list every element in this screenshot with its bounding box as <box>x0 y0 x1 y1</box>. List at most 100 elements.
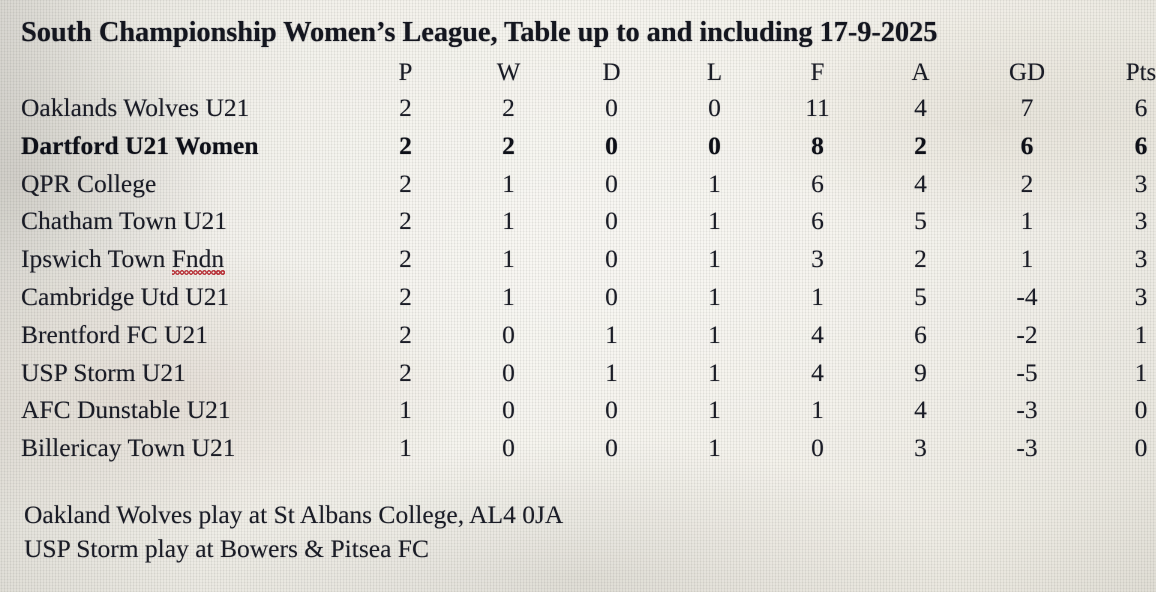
cell-played: 1 <box>399 433 412 463</box>
cell-goal-difference: -2 <box>1016 319 1038 349</box>
table-row: Oaklands Wolves U21 2 2 0 0 11 4 7 6 <box>21 89 1156 127</box>
cell-goals-against: 2 <box>914 244 927 274</box>
cell-lost: 1 <box>708 281 721 311</box>
table-row: USP Storm U21 2 0 1 1 4 9 -5 1 <box>21 354 1156 392</box>
cell-goal-difference: 2 <box>1020 168 1034 198</box>
cell-goals-against: 9 <box>914 357 927 387</box>
table-row: Billericay Town U21 1 0 0 1 0 3 -3 0 <box>21 429 1156 467</box>
cell-goals-against: 4 <box>914 168 927 198</box>
column-header-won: W <box>496 59 521 86</box>
cell-goals-for: 6 <box>811 168 824 198</box>
cell-lost: 1 <box>708 206 721 236</box>
cell-points: 0 <box>1134 395 1148 425</box>
page-title: South Championship Women’s League, Table… <box>21 17 938 48</box>
cell-goals-for: 4 <box>811 357 824 387</box>
cell-points: 3 <box>1134 244 1148 274</box>
cell-goals-for: 6 <box>811 206 824 236</box>
cell-points: 6 <box>1134 93 1148 122</box>
cell-goal-difference: -5 <box>1016 357 1038 387</box>
table-header-row: P W D L F A GD Pts <box>21 56 1156 89</box>
cell-team-name: Ipswich Town Fndn <box>21 240 354 278</box>
cell-team-name: AFC Dunstable U21 <box>21 395 231 425</box>
footnote-line: Oakland Wolves play at St Albans College… <box>24 500 564 529</box>
cell-team-name: Chatham Town U21 <box>21 206 227 236</box>
table-row: AFC Dunstable U21 1 0 0 1 1 4 -3 0 <box>21 391 1156 429</box>
cell-lost: 1 <box>708 319 721 349</box>
column-header-lost: L <box>706 59 723 86</box>
cell-played: 2 <box>399 130 412 160</box>
column-header-played: P <box>398 59 413 86</box>
column-header-against: A <box>911 59 930 86</box>
cell-team-name: Dartford U21 Women <box>21 130 259 160</box>
cell-played: 2 <box>399 281 412 311</box>
cell-points: 0 <box>1134 433 1148 463</box>
table-header: P W D L F A GD Pts <box>21 56 1156 89</box>
cell-goals-against: 4 <box>914 93 927 122</box>
cell-goals-against: 4 <box>914 395 927 425</box>
cell-played: 2 <box>399 93 412 122</box>
cell-goals-for: 11 <box>805 93 830 122</box>
cell-goals-for: 8 <box>811 130 824 160</box>
cell-goals-against: 2 <box>914 130 927 160</box>
cell-points: 1 <box>1134 319 1148 349</box>
cell-points: 6 <box>1134 130 1148 160</box>
cell-played: 2 <box>399 168 412 198</box>
cell-goals-for: 1 <box>811 395 824 425</box>
cell-played: 1 <box>399 395 412 425</box>
cell-lost: 1 <box>708 168 721 198</box>
table-row: QPR College 2 1 0 1 6 4 2 3 <box>21 165 1156 203</box>
cell-goals-against: 6 <box>914 319 927 349</box>
column-header-points: Pts <box>1125 59 1156 86</box>
column-header-for: F <box>810 59 825 86</box>
cell-won: 0 <box>502 395 515 425</box>
league-table: P W D L F A GD Pts Oaklands Wolves U21 2 2… <box>21 56 1156 467</box>
cell-drawn: 1 <box>605 357 618 387</box>
table-row: Ipswich Town Fndn 2 1 0 1 3 2 1 3 <box>21 240 1156 278</box>
table-row: Brentford FC U21 2 0 1 1 4 6 -2 1 <box>21 316 1156 354</box>
cell-won: 1 <box>502 206 515 236</box>
cell-played: 2 <box>399 357 412 387</box>
cell-drawn: 0 <box>605 206 618 236</box>
cell-drawn: 0 <box>605 244 618 274</box>
cell-goal-difference: 1 <box>1020 206 1034 236</box>
cell-points: 3 <box>1134 206 1148 236</box>
cell-team-name: USP Storm U21 <box>21 357 186 387</box>
cell-drawn: 0 <box>605 168 618 198</box>
column-header-team <box>21 56 354 89</box>
cell-team-name: Billericay Town U21 <box>21 433 236 463</box>
cell-points: 3 <box>1134 168 1148 198</box>
cell-lost: 1 <box>708 357 721 387</box>
cell-team-name: Cambridge Utd U21 <box>21 281 230 311</box>
cell-goals-for: 4 <box>811 319 824 349</box>
cell-drawn: 0 <box>605 395 618 425</box>
column-header-goal-difference: GD <box>1008 59 1046 86</box>
cell-drawn: 0 <box>605 433 618 463</box>
cell-won: 1 <box>502 281 515 311</box>
cell-team-name: Brentford FC U21 <box>21 319 208 349</box>
cell-won: 2 <box>502 130 515 160</box>
cell-played: 2 <box>399 319 412 349</box>
footnote-line: USP Storm play at Bowers & Pitsea FC <box>24 534 429 563</box>
cell-goals-against: 3 <box>914 433 927 463</box>
cell-won: 1 <box>502 244 515 274</box>
cell-goal-difference: 1 <box>1020 244 1034 274</box>
cell-won: 0 <box>502 319 515 349</box>
table-row: Cambridge Utd U21 2 1 0 1 1 5 -4 3 <box>21 278 1156 316</box>
spellcheck-underline: Fndn <box>171 240 226 278</box>
cell-drawn: 0 <box>605 281 618 311</box>
cell-drawn: 0 <box>605 130 618 160</box>
cell-points: 3 <box>1134 281 1148 311</box>
cell-goals-for: 0 <box>811 433 824 463</box>
cell-goals-against: 5 <box>914 281 927 311</box>
cell-played: 2 <box>399 206 412 236</box>
cell-goals-for: 1 <box>811 281 824 311</box>
cell-goal-difference: -3 <box>1016 433 1038 463</box>
cell-won: 2 <box>502 93 515 122</box>
cell-lost: 1 <box>708 244 721 274</box>
cell-won: 0 <box>502 433 515 463</box>
table-body: Oaklands Wolves U21 2 2 0 0 11 4 7 6 Dartford U21… <box>21 89 1156 467</box>
cell-played: 2 <box>399 244 412 274</box>
cell-goal-difference: -3 <box>1016 395 1038 425</box>
